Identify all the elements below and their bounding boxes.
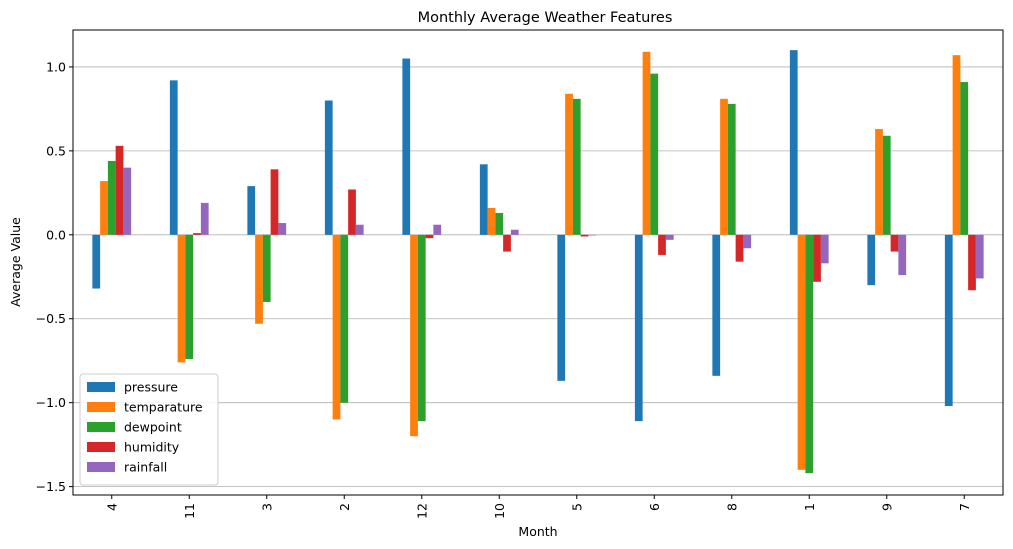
bar-pressure-11	[169, 80, 178, 235]
x-tick-label: 4	[104, 503, 119, 511]
legend-label-humidity: humidity	[124, 440, 180, 455]
bar-rainfall-12	[433, 224, 442, 235]
y-tick-label: −0.5	[36, 311, 66, 326]
x-tick-label: 7	[957, 503, 972, 511]
bar-rainfall-2	[355, 224, 364, 235]
bar-pressure-2	[324, 100, 333, 235]
bar-temparature-11	[177, 234, 186, 363]
x-axis: 4 11 3 2 12 10 5 6 8 1 9 7	[104, 495, 972, 519]
bar-pressure-4	[92, 234, 101, 289]
legend-swatch-humidity	[87, 442, 115, 452]
bar-temparature-8	[720, 98, 728, 235]
bar-humidity-9	[890, 234, 899, 252]
legend-box	[79, 373, 219, 486]
x-tick-label: 1	[802, 503, 817, 511]
bar-temparature-3	[255, 234, 263, 324]
bar-temparature-10	[487, 207, 496, 235]
bar-pressure-12	[402, 58, 411, 235]
bar-humidity-1	[813, 234, 821, 282]
y-axis-label: Average Value	[8, 217, 23, 307]
grid-lines	[73, 66, 1003, 488]
bar-humidity-7	[968, 234, 976, 291]
y-axis: −1.5 −1.0 −0.5 0.0 0.5 1.0	[36, 59, 73, 494]
bars	[92, 50, 984, 474]
bar-rainfall-8	[743, 234, 752, 249]
legend-label-temparature: temparature	[124, 400, 203, 415]
bar-temparature-7	[952, 55, 961, 235]
bar-dewpoint-4	[107, 160, 116, 235]
legend-label-dewpoint: dewpoint	[124, 420, 182, 435]
bar-dewpoint-12	[417, 234, 426, 422]
bar-dewpoint-8	[727, 103, 736, 235]
x-tick-label: 12	[414, 503, 429, 519]
bar-temparature-6	[642, 51, 651, 235]
bar-dewpoint-9	[882, 135, 891, 235]
bar-dewpoint-10	[495, 212, 504, 235]
legend-swatch-pressure	[87, 382, 115, 392]
bar-humidity-8	[735, 234, 744, 262]
bar-rainfall-11	[200, 202, 209, 235]
x-tick-label: 10	[492, 503, 507, 519]
x-tick-label: 8	[724, 503, 739, 511]
legend-label-rainfall: rainfall	[124, 460, 167, 475]
x-tick-label: 11	[182, 503, 197, 519]
bar-humidity-10	[503, 234, 511, 252]
bar-humidity-3	[270, 169, 279, 235]
y-tick-label: 1.0	[46, 59, 66, 74]
x-tick-label: 9	[879, 503, 894, 511]
bar-dewpoint-2	[340, 234, 349, 403]
x-axis-label: Month	[518, 524, 557, 539]
bar-dewpoint-6	[650, 73, 659, 235]
bar-pressure-1	[789, 50, 798, 235]
bar-dewpoint-3	[262, 234, 271, 302]
bar-rainfall-3	[278, 223, 287, 235]
y-tick-label: 0.0	[46, 227, 66, 242]
chart-title: Monthly Average Weather Features	[418, 10, 673, 26]
bar-pressure-9	[867, 234, 876, 286]
bar-pressure-7	[944, 234, 953, 407]
bar-temparature-12	[410, 234, 418, 437]
bar-rainfall-1	[820, 234, 829, 264]
bar-humidity-4	[115, 145, 124, 235]
bar-dewpoint-7	[960, 82, 969, 235]
bar-rainfall-5	[588, 234, 597, 236]
bar-humidity-5	[580, 234, 589, 237]
plot-frame	[72, 29, 1004, 496]
y-tick-label: 0.5	[46, 143, 66, 158]
bar-temparature-1	[797, 234, 806, 470]
x-tick-label: 6	[647, 503, 662, 511]
bar-pressure-8	[712, 234, 721, 376]
bar-temparature-4	[100, 181, 108, 235]
bar-pressure-6	[634, 234, 643, 422]
y-tick-label: −1.0	[36, 395, 66, 410]
bar-humidity-2	[348, 189, 356, 235]
bar-rainfall-4	[123, 167, 132, 235]
bar-rainfall-6	[665, 234, 674, 240]
bar-rainfall-9	[898, 234, 907, 276]
x-tick-label: 5	[569, 503, 584, 511]
bar-humidity-11	[193, 233, 201, 235]
bar-temparature-9	[875, 129, 883, 235]
bar-pressure-10	[479, 164, 488, 235]
bar-humidity-12	[425, 234, 434, 239]
bar-rainfall-7	[975, 234, 984, 279]
legend: pressure temparature dewpoint humidity rainf…	[79, 373, 219, 486]
legend-swatch-rainfall	[87, 462, 115, 472]
bar-pressure-5	[557, 234, 566, 381]
bar-temparature-2	[332, 234, 341, 420]
legend-swatch-temparature	[87, 402, 115, 412]
legend-label-pressure: pressure	[124, 380, 178, 395]
bar-dewpoint-5	[572, 98, 581, 235]
x-tick-label: 3	[259, 503, 274, 511]
bar-temparature-5	[565, 93, 573, 235]
x-tick-label: 2	[337, 503, 352, 511]
bar-dewpoint-11	[185, 234, 194, 360]
y-tick-label: −1.5	[36, 479, 66, 494]
bar-dewpoint-1	[805, 234, 814, 474]
legend-swatch-dewpoint	[87, 422, 115, 432]
bar-humidity-6	[658, 234, 666, 255]
bar-pressure-3	[247, 186, 256, 235]
bar-rainfall-10	[510, 229, 519, 235]
